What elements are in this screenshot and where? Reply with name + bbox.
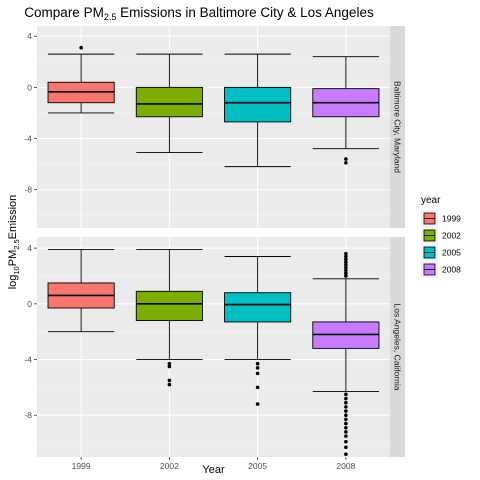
legend-key-2002: 2002 <box>421 227 461 244</box>
outlier-point <box>344 392 348 397</box>
outlier-point <box>167 382 172 387</box>
legend-label: 2002 <box>442 231 461 241</box>
legend-key-2008: 2008 <box>421 261 461 278</box>
y-tick-label: -4 <box>24 134 32 144</box>
outlier-point <box>344 434 348 438</box>
outlier-point <box>344 425 348 430</box>
y-tick-label: -8 <box>24 185 32 195</box>
outlier-point <box>167 364 172 369</box>
box-iqr <box>135 290 203 321</box>
legend-label: 2005 <box>442 248 461 258</box>
y-tick-label: -8 <box>24 410 32 420</box>
legend-label: 1999 <box>442 214 461 224</box>
outlier-point <box>344 271 348 276</box>
boxplot-1999 <box>47 45 115 114</box>
y-axis-title-pm: PM <box>7 250 19 267</box>
facet-strip-label: Los Angeles, California <box>393 304 403 391</box>
outlier-point <box>344 265 348 270</box>
y-axis-title-log: log <box>7 275 19 290</box>
outlier-point <box>344 274 348 278</box>
outlier-point <box>344 260 348 264</box>
outlier-point <box>344 417 348 422</box>
boxplot-2002 <box>135 53 203 154</box>
outlier-point <box>167 378 172 383</box>
outlier-point <box>255 385 260 390</box>
panel-2: 4 0 -4 -8 Los Angeles, California <box>24 237 405 457</box>
y-axis-title-sub10: 10 <box>12 266 21 274</box>
box-iqr <box>224 292 292 323</box>
legend-label: 2008 <box>442 265 461 275</box>
boxplot-2008 <box>312 56 380 165</box>
y-axis-title: log10PM2.5Emission <box>7 195 21 290</box>
chart-title: Compare PM2.5 Emissions in Baltimore Cit… <box>24 5 374 22</box>
x-tick-label: 2008 <box>336 461 355 471</box>
y-tick-label: -4 <box>24 355 32 365</box>
outlier-point <box>344 445 348 450</box>
outlier-point <box>344 400 348 405</box>
outlier-point <box>344 439 348 444</box>
strip-background <box>390 237 405 457</box>
outlier-point <box>344 405 348 409</box>
outlier-point <box>167 361 172 366</box>
box-iqr <box>135 86 203 118</box>
legend-key-1999: 1999 <box>421 210 461 227</box>
x-tick-label: 1999 <box>72 461 91 471</box>
outlier-point <box>344 263 348 267</box>
y-tick-label: 4 <box>27 243 32 253</box>
outlier-point <box>344 452 348 457</box>
x-axis-title: Year <box>202 464 225 476</box>
y-tick-label: 4 <box>27 31 32 41</box>
chart-title-prefix: Compare PM <box>24 5 104 20</box>
y-tick-label: 0 <box>27 299 32 309</box>
x-tick-label: 2005 <box>248 461 267 471</box>
boxplot-2002 <box>135 249 203 387</box>
boxplot-1999 <box>47 249 115 333</box>
outlier-point <box>79 45 83 50</box>
panel-1: 4 0 -4 -8 Baltimore City, Maryland <box>24 26 405 228</box>
outlier-point <box>344 409 348 413</box>
boxplot-2008 <box>312 251 380 457</box>
panel-background <box>37 26 390 228</box>
outlier-point <box>344 413 348 418</box>
outlier-point <box>344 430 348 434</box>
y-axis-title-emission: Emission <box>7 195 19 240</box>
y-tick-label: 0 <box>27 82 32 92</box>
legend-key-2005: 2005 <box>421 244 461 261</box>
outlier-point <box>344 160 348 165</box>
outlier-point <box>344 257 348 262</box>
strip-background <box>390 26 405 228</box>
legend-title: year <box>421 195 441 206</box>
boxplot-2005 <box>224 53 292 168</box>
outlier-point <box>344 254 348 259</box>
boxplot-2005 <box>224 256 292 406</box>
outlier-point <box>344 396 348 401</box>
outlier-point <box>344 251 348 256</box>
outlier-point <box>344 157 348 161</box>
y-axis-title-sub25: 2.5 <box>12 239 21 249</box>
outlier-point <box>255 366 260 370</box>
outlier-point <box>344 268 348 273</box>
outlier-point <box>255 361 260 366</box>
outlier-point <box>255 371 260 376</box>
x-tick-label: 2002 <box>160 461 179 471</box>
outlier-point <box>255 402 260 406</box>
facet-strip-label: Baltimore City, Maryland <box>393 81 403 173</box>
outlier-point <box>344 421 348 426</box>
chart-title-subscript: 2.5 <box>104 12 117 22</box>
chart-title-suffix: Emissions in Baltimore City & Los Angele… <box>116 5 374 20</box>
box-iqr <box>224 86 292 123</box>
